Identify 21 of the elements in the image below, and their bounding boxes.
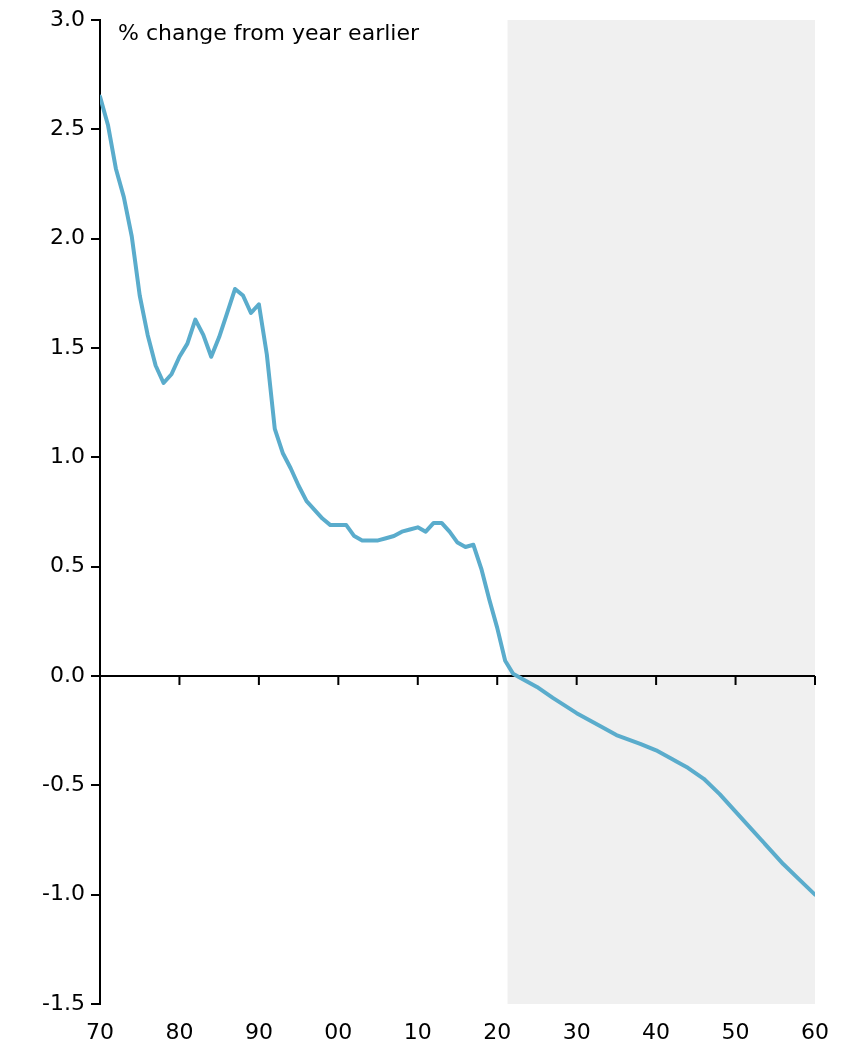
x-tick-label: 70 xyxy=(86,1018,114,1044)
y-tick-label: 2.5 xyxy=(50,115,85,141)
y-tick-label: -1.0 xyxy=(42,880,85,906)
y-tick-label: 1.5 xyxy=(50,333,85,359)
y-tick-label: 0.0 xyxy=(50,661,85,687)
y-tick-label: 3.0 xyxy=(50,5,85,31)
x-tick-label: 10 xyxy=(403,1018,432,1044)
x-tick-label: 90 xyxy=(244,1018,273,1044)
x-tick-label: 60 xyxy=(801,1018,829,1044)
x-tick-label: 40 xyxy=(642,1018,671,1044)
y-axis-title: % change from year earlier xyxy=(118,19,420,45)
x-tick-label: 50 xyxy=(721,1018,750,1044)
y-tick-label: -0.5 xyxy=(42,771,85,797)
y-tick-label: 1.0 xyxy=(50,443,85,469)
x-tick-label: 00 xyxy=(324,1018,353,1044)
y-tick-label: 0.5 xyxy=(50,552,85,578)
y-tick-label: -1.5 xyxy=(42,989,85,1015)
x-tick-label: 30 xyxy=(562,1018,591,1044)
x-tick-label: 20 xyxy=(483,1018,512,1044)
y-tick-label: 2.0 xyxy=(50,224,85,250)
x-tick-label: 80 xyxy=(165,1018,194,1044)
